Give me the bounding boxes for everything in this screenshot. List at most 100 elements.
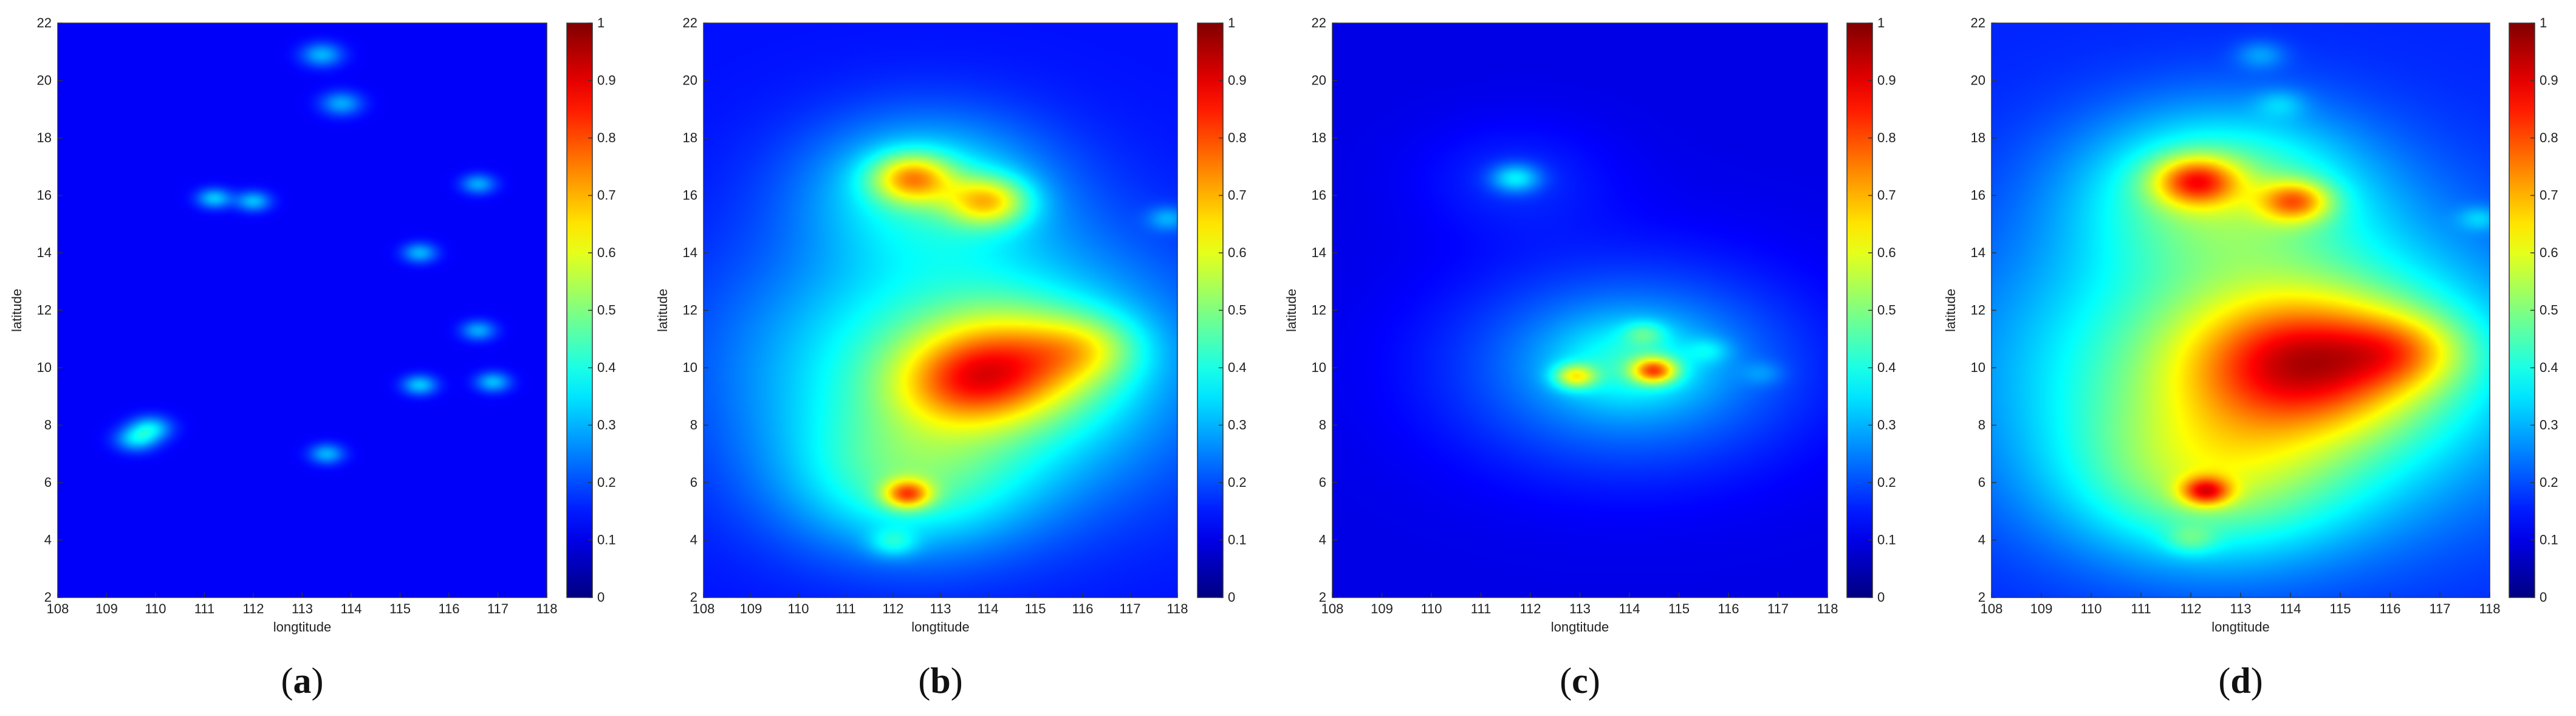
y-tick-label: 22 bbox=[1312, 15, 1326, 30]
y-tick-label: 12 bbox=[1312, 303, 1326, 318]
x-tick-label: 109 bbox=[95, 601, 118, 616]
heatmap-image bbox=[1992, 23, 2490, 597]
colorbar-tick-label: 0 bbox=[1877, 590, 1885, 605]
colorbar-tick-label: 0 bbox=[2540, 590, 2547, 605]
colorbar-tick-label: 0.2 bbox=[1228, 475, 1247, 490]
colorbar-tick-label: 0.6 bbox=[2540, 245, 2558, 260]
x-tick-label: 118 bbox=[2479, 601, 2500, 616]
x-tick-label: 118 bbox=[1817, 601, 1838, 616]
x-tick-label: 111 bbox=[2131, 601, 2151, 616]
panel-c: 108 109 110 111 112 113 114 115 116 117 1182468101… bbox=[1284, 15, 1896, 701]
y-tick-label: 20 bbox=[1312, 73, 1326, 88]
y-tick-label: 20 bbox=[683, 73, 697, 88]
colorbar-tick-label: 0.7 bbox=[1877, 188, 1896, 203]
x-tick-label: 118 bbox=[536, 601, 557, 616]
colorbar-tick-label: 0 bbox=[1228, 590, 1235, 605]
y-tick-label: 4 bbox=[44, 532, 52, 548]
colorbar-tick-label: 0.4 bbox=[1228, 360, 1247, 375]
x-tick-label: 115 bbox=[389, 601, 411, 616]
colorbar-tick-label: 0.9 bbox=[1228, 73, 1247, 88]
y-tick-label: 18 bbox=[683, 130, 697, 145]
y-tick-label: 8 bbox=[690, 418, 697, 433]
colorbar-tick-label: 0.1 bbox=[597, 532, 616, 548]
y-tick-label: 12 bbox=[1971, 303, 1985, 318]
colorbar-tick-label: 1 bbox=[1228, 15, 1235, 30]
y-tick-label: 22 bbox=[37, 15, 52, 30]
y-tick-label: 2 bbox=[690, 590, 697, 605]
x-tick-label: 110 bbox=[1420, 601, 1442, 616]
y-tick-label: 12 bbox=[683, 303, 697, 318]
colorbar-tick-label: 1 bbox=[597, 15, 605, 30]
panel-a: 108 109 110 111 112 113 114 115 116 117 1182468101… bbox=[9, 15, 616, 701]
x-tick-label: 110 bbox=[145, 601, 166, 616]
y-axis-label: latitude bbox=[9, 289, 24, 332]
colorbar-tick-label: 0.9 bbox=[2540, 73, 2558, 88]
y-axis-label: latitude bbox=[1943, 289, 1958, 332]
y-axis-label: latitude bbox=[655, 289, 670, 332]
y-tick-label: 10 bbox=[37, 360, 52, 375]
y-tick-label: 10 bbox=[1971, 360, 1985, 375]
y-tick-label: 8 bbox=[44, 418, 52, 433]
panel-caption: (d) bbox=[2218, 661, 2263, 701]
y-tick-label: 20 bbox=[1971, 73, 1985, 88]
x-tick-label: 113 bbox=[2230, 601, 2251, 616]
x-axis-label: longtitude bbox=[911, 619, 969, 635]
x-tick-label: 111 bbox=[1471, 601, 1491, 616]
x-tick-label: 113 bbox=[1569, 601, 1591, 616]
colorbar-tick-label: 0.1 bbox=[1228, 532, 1247, 548]
colorbar-tick-label: 0.1 bbox=[2540, 532, 2558, 548]
y-tick-label: 4 bbox=[1319, 532, 1326, 548]
x-tick-label: 112 bbox=[882, 601, 903, 616]
y-tick-label: 2 bbox=[1978, 590, 1985, 605]
x-tick-label: 115 bbox=[1024, 601, 1046, 616]
y-tick-label: 22 bbox=[683, 15, 697, 30]
y-tick-label: 6 bbox=[44, 475, 52, 490]
colorbar-tick-label: 0.5 bbox=[1228, 303, 1247, 318]
heatmap-image bbox=[704, 23, 1177, 597]
colorbar-tick-label: 0.7 bbox=[2540, 188, 2558, 203]
colorbar-tick-label: 0.5 bbox=[597, 303, 616, 318]
y-tick-label: 12 bbox=[37, 303, 52, 318]
x-tick-label: 111 bbox=[194, 601, 214, 616]
x-tick-label: 115 bbox=[1668, 601, 1690, 616]
x-tick-label: 111 bbox=[835, 601, 855, 616]
y-tick-label: 18 bbox=[37, 130, 52, 145]
y-tick-label: 16 bbox=[683, 188, 697, 203]
colorbar-tick-label: 0.7 bbox=[597, 188, 616, 203]
x-tick-label: 109 bbox=[1371, 601, 1393, 616]
colorbar-tick-label: 0.4 bbox=[2540, 360, 2558, 375]
colorbar-tick-label: 0.5 bbox=[2540, 303, 2558, 318]
x-tick-label: 117 bbox=[1767, 601, 1789, 616]
x-tick-label: 110 bbox=[787, 601, 809, 616]
y-tick-label: 18 bbox=[1971, 130, 1985, 145]
x-tick-label: 108 bbox=[47, 601, 69, 616]
y-tick-label: 4 bbox=[1978, 532, 1985, 548]
y-tick-label: 16 bbox=[37, 188, 52, 203]
x-tick-label: 109 bbox=[740, 601, 762, 616]
y-tick-label: 2 bbox=[44, 590, 52, 605]
y-axis-label: latitude bbox=[1284, 289, 1299, 332]
colorbar-tick-label: 1 bbox=[1877, 15, 1885, 30]
colorbar-tick-label: 0.3 bbox=[2540, 418, 2558, 433]
x-tick-label: 113 bbox=[930, 601, 951, 616]
colorbar-tick-label: 0.3 bbox=[1228, 418, 1247, 433]
x-tick-label: 118 bbox=[1166, 601, 1188, 616]
colorbar-tick-label: 0 bbox=[597, 590, 605, 605]
y-tick-label: 10 bbox=[1312, 360, 1326, 375]
x-tick-label: 113 bbox=[292, 601, 313, 616]
x-axis-label: longtitude bbox=[273, 619, 331, 635]
y-tick-label: 14 bbox=[1312, 245, 1326, 260]
heatmap-image bbox=[58, 23, 547, 597]
heatmap-image bbox=[1332, 23, 1828, 597]
x-axis-label: longtitude bbox=[1551, 619, 1609, 635]
x-tick-label: 116 bbox=[1718, 601, 1739, 616]
y-tick-label: 10 bbox=[683, 360, 697, 375]
x-tick-label: 110 bbox=[2080, 601, 2102, 616]
y-tick-label: 16 bbox=[1312, 188, 1326, 203]
x-tick-label: 108 bbox=[1981, 601, 2003, 616]
x-tick-label: 109 bbox=[2030, 601, 2053, 616]
colorbar-tick-label: 0.6 bbox=[1877, 245, 1896, 260]
y-tick-label: 14 bbox=[1971, 245, 1985, 260]
y-tick-label: 22 bbox=[1971, 15, 1985, 30]
